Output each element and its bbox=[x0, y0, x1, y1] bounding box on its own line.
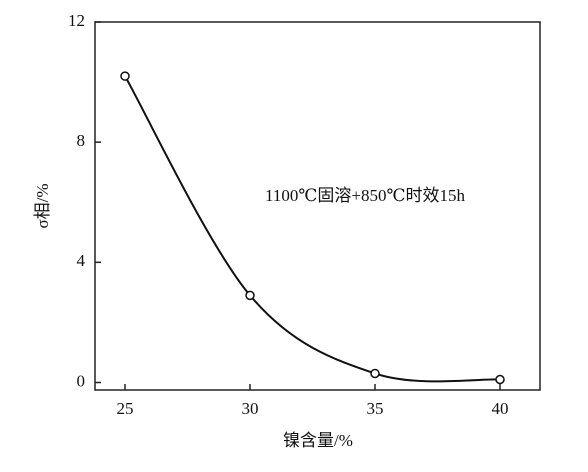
x-axis-label: 镍含量/% bbox=[283, 431, 353, 450]
y-tick-label: 0 bbox=[77, 371, 86, 390]
x-tick-label: 35 bbox=[367, 399, 384, 418]
plot-frame bbox=[94, 21, 541, 391]
annotation: 1100℃固溶+850℃时效15h bbox=[265, 186, 465, 205]
y-axis-label: σ相/% bbox=[33, 183, 52, 228]
marker bbox=[370, 368, 380, 379]
line bbox=[124, 75, 501, 383]
x-tick-label: 30 bbox=[242, 399, 259, 418]
x-tick-label: 40 bbox=[492, 399, 509, 418]
y-tick-label: 12 bbox=[68, 11, 85, 30]
marker bbox=[245, 290, 255, 301]
y-tick-label: 8 bbox=[77, 131, 86, 150]
x-tick-label: 25 bbox=[117, 399, 134, 418]
y-tick-label: 4 bbox=[77, 251, 86, 270]
marker bbox=[495, 374, 505, 385]
marker bbox=[120, 71, 130, 81]
